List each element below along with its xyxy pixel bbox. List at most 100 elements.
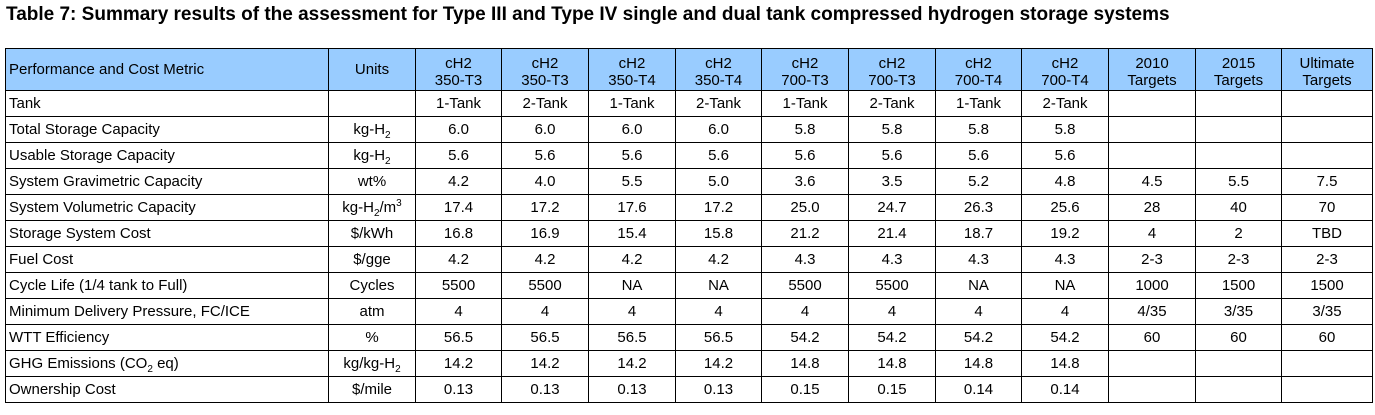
value-cell: 17.6 <box>588 194 676 221</box>
value-cell: 1-Tank <box>415 90 502 117</box>
value-cell: 0.15 <box>761 376 849 403</box>
metric-cell: Ownership Cost <box>5 376 329 403</box>
value-cell: NA <box>588 272 676 299</box>
column-header-line1: cH2 <box>705 55 732 72</box>
table-row: System Gravimetric Capacity wt% 4.2 4.0 5.5 5… <box>5 168 1373 195</box>
table-row: Cycle Life (1/4 tank to Full) Cycles 5500 5… <box>5 272 1373 299</box>
value-cell: 6.0 <box>588 116 676 143</box>
value-cell: 40 <box>1195 194 1282 221</box>
value-cell: 1-Tank <box>588 90 676 117</box>
value-cell: 5.6 <box>1021 142 1109 169</box>
units-cell: $/gge <box>328 246 416 273</box>
value-cell: 5.5 <box>588 168 676 195</box>
value-cell: 6.0 <box>675 116 762 143</box>
column-header: cH2 700-T4 <box>1021 48 1109 91</box>
value-cell: 3/35 <box>1195 298 1282 325</box>
summary-table: Performance and Cost Metric Units cH2 350… <box>5 48 1373 403</box>
value-cell: 2-Tank <box>675 90 762 117</box>
value-cell: 16.8 <box>415 220 502 247</box>
value-cell: 5.6 <box>415 142 502 169</box>
value-cell: 4 <box>1021 298 1109 325</box>
value-cell <box>1108 142 1196 169</box>
value-cell: 4.2 <box>588 246 676 273</box>
value-cell: NA <box>1021 272 1109 299</box>
value-cell: 4.3 <box>761 246 849 273</box>
value-cell: 4 <box>848 298 936 325</box>
column-header-line2: Targets <box>1127 72 1177 89</box>
value-cell: 5500 <box>415 272 502 299</box>
value-cell: 4.3 <box>1021 246 1109 273</box>
table-title: Table 7: Summary results of the assessme… <box>6 4 1170 25</box>
value-cell: 21.4 <box>848 220 936 247</box>
value-cell: 25.6 <box>1021 194 1109 221</box>
value-cell <box>1195 376 1282 403</box>
value-cell: 2-Tank <box>1021 90 1109 117</box>
value-cell: 54.2 <box>1021 324 1109 351</box>
column-header: Ultimate Targets <box>1281 48 1373 91</box>
table-row: Ownership Cost $/mile 0.13 0.13 0.13 0.13 0.15… <box>5 376 1373 403</box>
value-cell: 60 <box>1108 324 1196 351</box>
metric-cell: Cycle Life (1/4 tank to Full) <box>5 272 329 299</box>
value-cell: 5.6 <box>848 142 936 169</box>
value-cell: 17.2 <box>675 194 762 221</box>
table-row: WTT Efficiency% 56.5 56.5 56.5 56.5 54.2 54.2 5… <box>5 324 1373 351</box>
metric-cell: Total Storage Capacity <box>5 116 329 143</box>
value-cell: 3.6 <box>761 168 849 195</box>
value-cell: 5.2 <box>935 168 1022 195</box>
column-header: cH2 700-T4 <box>935 48 1022 91</box>
value-cell: 6.0 <box>415 116 502 143</box>
value-cell <box>1195 90 1282 117</box>
value-cell: 0.13 <box>415 376 502 403</box>
value-cell: 14.2 <box>588 350 676 377</box>
column-header-line1: Ultimate <box>1299 55 1355 72</box>
table-row: Total Storage Capacity kg-H2 6.0 6.0 6.0 6.0 5… <box>5 116 1373 143</box>
value-cell: 54.2 <box>848 324 936 351</box>
units-cell: atm <box>328 298 416 325</box>
value-cell <box>1281 142 1373 169</box>
metric-cell: Storage System Cost <box>5 220 329 247</box>
column-header-line2: 350-T3 <box>521 72 569 89</box>
units-cell: kg-H2/m3 <box>328 194 416 221</box>
value-cell: 56.5 <box>415 324 502 351</box>
value-cell: 5500 <box>848 272 936 299</box>
column-header-line1: 2015 <box>1221 55 1256 72</box>
value-cell: 70 <box>1281 194 1373 221</box>
value-cell: 2-3 <box>1108 246 1196 273</box>
value-cell <box>1281 116 1373 143</box>
table-row: Storage System Cost $/kWh 16.8 16.9 15.4 15.8… <box>5 220 1373 247</box>
value-cell: 5500 <box>501 272 589 299</box>
value-cell: 4 <box>675 298 762 325</box>
value-cell: 5.6 <box>588 142 676 169</box>
value-cell: 0.13 <box>675 376 762 403</box>
value-cell: 2 <box>1195 220 1282 247</box>
units-cell: $/mile <box>328 376 416 403</box>
value-cell: 4.3 <box>848 246 936 273</box>
value-cell: 56.5 <box>588 324 676 351</box>
value-cell: 1500 <box>1281 272 1373 299</box>
value-cell: 5.8 <box>1021 116 1109 143</box>
column-header-line1: 2010 <box>1135 55 1169 72</box>
metric-header: Performance and Cost Metric <box>5 48 329 91</box>
column-header: cH2 700-T3 <box>848 48 936 91</box>
column-header: 2010 Targets <box>1108 48 1196 91</box>
units-cell: wt% <box>328 168 416 195</box>
value-cell: 5.6 <box>501 142 589 169</box>
units-header: Units <box>328 48 416 91</box>
value-cell: 14.2 <box>501 350 589 377</box>
table-row: GHG Emissions (CO2 eq) kg/kg-H2 14.2 14.2 14… <box>5 350 1373 377</box>
column-header-line2: 700-T3 <box>868 72 916 89</box>
metric-cell: Minimum Delivery Pressure, FC/ICE <box>5 298 329 325</box>
value-cell: 4.2 <box>415 168 502 195</box>
value-cell: 60 <box>1281 324 1373 351</box>
value-cell <box>1108 116 1196 143</box>
metric-cell: Usable Storage Capacity <box>5 142 329 169</box>
value-cell: 1-Tank <box>761 90 849 117</box>
value-cell: 14.8 <box>761 350 849 377</box>
value-cell <box>1281 350 1373 377</box>
value-cell: 15.8 <box>675 220 762 247</box>
value-cell: 0.13 <box>588 376 676 403</box>
column-header-line1: cH2 <box>531 55 559 72</box>
table-row: Fuel Cost $/gge 4.2 4.2 4.2 4.2 4.3 4.3 4.3 4.3 2-… <box>5 246 1373 273</box>
column-header: cH2 700-T3 <box>761 48 849 91</box>
column-header-line1: cH2 <box>965 55 992 72</box>
